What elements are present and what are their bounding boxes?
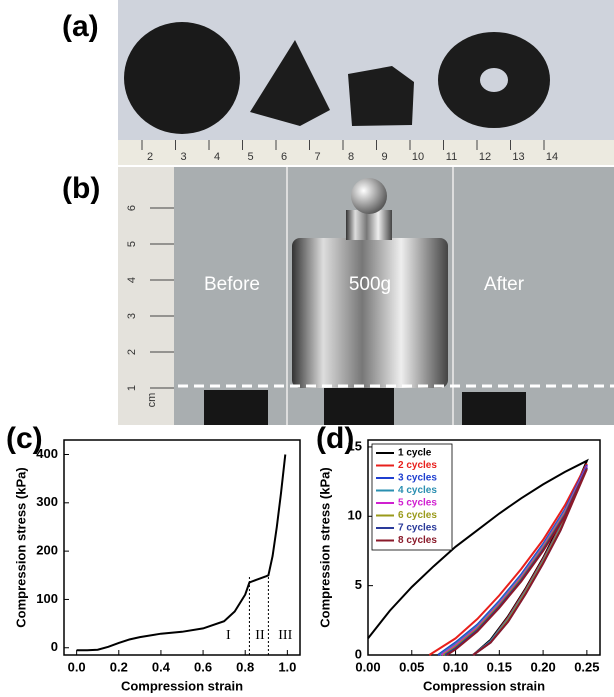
x-tick-label: 0.6 <box>194 659 212 674</box>
region-label: III <box>278 628 292 643</box>
series-line <box>444 467 588 656</box>
series-line <box>437 464 588 656</box>
ruler-label: 6 <box>281 151 287 163</box>
legend-label: 2 cycles <box>398 460 437 471</box>
sample-pyramid <box>250 40 330 126</box>
ruler-a <box>118 140 614 165</box>
legend-label: 5 cycles <box>398 498 437 509</box>
series-line <box>439 465 588 656</box>
x-tick-label: 0.15 <box>487 659 512 674</box>
sample-cube <box>348 66 414 126</box>
y-tick-label: 300 <box>36 494 58 509</box>
photo-caption: 500g <box>349 274 391 295</box>
legend-label: 8 cycles <box>398 535 437 546</box>
x-tick-label: 0.05 <box>399 659 424 674</box>
sample-block <box>324 388 394 425</box>
legend-label: 1 cycle <box>398 448 432 459</box>
ruler-label: 7 <box>314 151 320 163</box>
panel-label: (c) <box>6 422 43 455</box>
ring-hole <box>480 68 508 92</box>
x-tick-label: 0.00 <box>355 659 380 674</box>
ruler-b <box>118 167 174 425</box>
legend-label: 7 cycles <box>398 523 437 534</box>
series-line <box>446 468 588 656</box>
ruler-label: 14 <box>546 151 558 163</box>
y-tick-label: 15 <box>348 438 362 453</box>
ruler-label: 11 <box>446 151 457 163</box>
x-tick-label: 0.0 <box>68 659 86 674</box>
series-line <box>76 454 287 652</box>
photo-caption: After <box>484 274 525 295</box>
charts: (c)0.0 0.2 0.4 0.6 0.8 1.00100200300400Compre… <box>6 422 601 693</box>
x-tick-label: 0.4 <box>152 659 171 674</box>
x-axis-title: Compression strain <box>121 678 243 693</box>
legend-label: 4 cycles <box>398 485 437 496</box>
y-tick-label: 100 <box>36 591 58 606</box>
panel-label: (d) <box>316 422 354 455</box>
x-tick-label: 1.0 <box>278 659 296 674</box>
ruler-b-labels: 6 5 4 3 2 1 <box>126 205 174 391</box>
ruler-label: 10 <box>412 151 424 163</box>
y-axis-title: Compression stress (kPa) <box>13 467 28 627</box>
ruler-label: 2 <box>126 349 138 355</box>
ruler-label: 4 <box>126 277 138 283</box>
x-tick-label: 0.25 <box>574 659 599 674</box>
ruler-label: 4 <box>214 151 220 163</box>
photo-caption: Before <box>204 274 260 295</box>
weight-knob <box>351 178 387 214</box>
captions: Before 500g After <box>204 274 525 295</box>
sample-block <box>204 390 268 425</box>
x-axis-title: Compression strain <box>423 678 545 693</box>
ruler-label: 1 <box>126 385 138 391</box>
y-tick-label: 0 <box>51 639 58 654</box>
ruler-label: 13 <box>512 151 524 163</box>
ruler-label: 3 <box>126 313 138 319</box>
legend-label: 6 cycles <box>398 510 437 521</box>
weight-body <box>292 238 448 388</box>
y-tick-label: 400 <box>36 446 58 461</box>
ruler-label: 5 <box>126 241 138 247</box>
ruler-a-labels: 2 3 4 5 6 7 8 9 10 11 12 13 14 <box>141 140 558 163</box>
ruler-unit: cm <box>146 393 158 408</box>
sample-disc <box>124 22 240 134</box>
ruler-label: 8 <box>348 151 354 163</box>
region-label: I <box>226 628 231 643</box>
weight-neck <box>346 210 392 240</box>
ruler-label: 5 <box>247 151 253 163</box>
sample-block <box>462 392 526 425</box>
x-tick-label: 0.10 <box>443 659 468 674</box>
y-tick-label: 0 <box>355 646 362 661</box>
y-tick-label: 5 <box>355 577 362 592</box>
ruler-label: 2 <box>147 151 153 163</box>
x-tick-label: 0.8 <box>236 659 254 674</box>
series-line <box>442 467 588 656</box>
ruler-label: 3 <box>180 151 186 163</box>
y-axis-title: Compression stress (kPa) <box>317 467 332 627</box>
series-line <box>428 463 588 656</box>
ruler-label: 9 <box>381 151 387 163</box>
legend-label: 3 cycles <box>398 473 437 484</box>
plot-frame <box>63 439 301 656</box>
ruler-label: 12 <box>479 151 491 163</box>
x-tick-label: 0.2 <box>110 659 128 674</box>
y-tick-label: 200 <box>36 543 58 558</box>
panel-label: (a) <box>62 10 99 43</box>
region-label: II <box>255 628 265 643</box>
ruler-label: 6 <box>126 205 138 211</box>
x-tick-label: 0.20 <box>530 659 555 674</box>
panel-label: (b) <box>62 172 100 205</box>
legend-box <box>371 443 453 551</box>
y-tick-label: 10 <box>348 508 362 523</box>
plot-frame <box>367 439 601 656</box>
series-line <box>440 465 588 656</box>
